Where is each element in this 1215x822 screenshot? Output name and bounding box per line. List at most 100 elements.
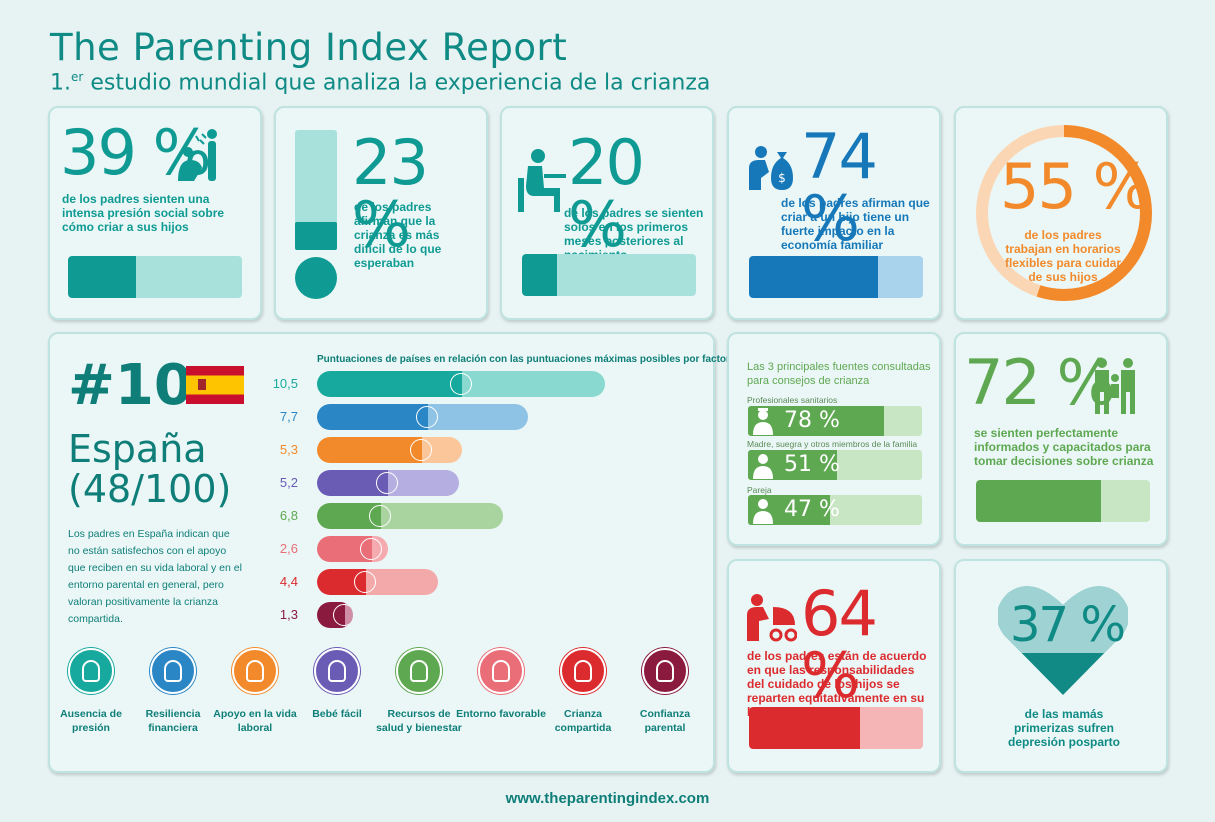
chart-bar bbox=[317, 536, 389, 562]
stat-bar-fill bbox=[522, 254, 557, 296]
factor-label: Confianza parental bbox=[639, 708, 691, 734]
factor-icon-glyph bbox=[656, 660, 674, 682]
chart-bar-icon bbox=[360, 538, 383, 560]
page-subtitle: 1.er estudio mundial que analiza la expe… bbox=[50, 70, 711, 96]
spain-flag-icon bbox=[186, 366, 244, 408]
stroller-icon bbox=[745, 593, 798, 647]
stat-value: 72 % bbox=[964, 346, 1116, 419]
source-label: Pareja bbox=[747, 485, 772, 495]
chart-value-label: 1,3 bbox=[279, 607, 298, 622]
factor-label: Crianza compartida bbox=[554, 708, 612, 734]
family-member-icon bbox=[752, 452, 774, 483]
factor-icon bbox=[314, 648, 360, 694]
exclamation-icon bbox=[294, 130, 340, 304]
factor-icon-glyph bbox=[164, 660, 182, 682]
chart-bar-fill bbox=[317, 371, 463, 397]
chart-bar bbox=[317, 404, 528, 430]
chart-bar bbox=[317, 371, 605, 397]
stat-bar bbox=[976, 480, 1150, 522]
heart-icon bbox=[998, 583, 1128, 701]
stat-card-economy: $ 74 % de los padres afirman que criar a… bbox=[727, 106, 941, 320]
stat-bar-fill bbox=[749, 707, 861, 749]
chart-bar-fill bbox=[317, 404, 428, 430]
country-name: España bbox=[68, 427, 207, 471]
chart-value-label: 10,5 bbox=[272, 376, 298, 391]
source-label: Madre, suegra y otros miembros de la fam… bbox=[747, 439, 918, 449]
stat-card-informed: 72 % se sienten perfectamente informados… bbox=[954, 332, 1168, 546]
money-bag-icon: $ bbox=[747, 142, 795, 196]
stat-card-shared: 64 % de los padres están de acuerdo en q… bbox=[727, 559, 941, 773]
factor-icon bbox=[396, 648, 442, 694]
source-label: Profesionales sanitarios bbox=[747, 395, 838, 405]
factor-label: Recursos de salud y bienestar bbox=[376, 708, 462, 734]
partner-icon bbox=[752, 497, 774, 528]
factor-icon bbox=[232, 648, 278, 694]
chart-bar-icon bbox=[333, 604, 353, 626]
family-icon bbox=[1090, 356, 1140, 420]
flexible-hours-ring bbox=[974, 118, 1154, 312]
chart-value-label: 5,2 bbox=[279, 475, 298, 490]
factor-icon-glyph bbox=[492, 660, 510, 682]
sources-title: Las 3 principales fuentes consultadas pa… bbox=[747, 361, 931, 387]
stat-text: de las mamás primerizas sufren depresión… bbox=[1007, 707, 1120, 749]
country-description: Los padres en España indican que no está… bbox=[68, 528, 242, 625]
chart-value-label: 7,7 bbox=[279, 409, 298, 424]
factor-icon bbox=[560, 648, 606, 694]
chart-value-label: 4,4 bbox=[279, 574, 298, 589]
factor-icon bbox=[68, 648, 114, 694]
stat-text: se sienten perfectamente informados y ca… bbox=[974, 426, 1154, 468]
stat-bar bbox=[749, 256, 923, 298]
stat-text: de los padres afirman que la crianza es … bbox=[354, 200, 442, 270]
chart-bar-fill bbox=[317, 437, 422, 463]
chart-value-label: 5,3 bbox=[279, 442, 298, 457]
stat-value: 55 % bbox=[1000, 150, 1152, 223]
stat-bar-fill bbox=[68, 256, 136, 298]
chart-bar-icon bbox=[354, 571, 377, 593]
factor-icon-glyph bbox=[574, 660, 592, 682]
factor-label: Resiliencia financiera bbox=[145, 708, 201, 734]
stat-value: 20 % bbox=[568, 126, 645, 261]
stat-value: 64 % bbox=[801, 577, 878, 712]
factor-label: Apoyo en la vida laboral bbox=[213, 708, 297, 734]
nurse-icon bbox=[752, 408, 774, 439]
factor-icon-glyph bbox=[246, 660, 264, 682]
page-title: The Parenting Index Report bbox=[50, 26, 568, 69]
chart-bar bbox=[317, 602, 353, 628]
chart-bar bbox=[317, 437, 463, 463]
chart-bar bbox=[317, 569, 438, 595]
source-bar bbox=[748, 406, 922, 436]
stat-bar bbox=[749, 707, 923, 749]
stat-text: de los padres están de acuerdo en que la… bbox=[747, 649, 927, 719]
stat-value: 23 % bbox=[352, 126, 429, 261]
footer-url[interactable]: www.theparentingindex.com bbox=[505, 790, 710, 807]
lonely-parent-icon bbox=[518, 148, 566, 218]
pressure-icon bbox=[172, 126, 224, 188]
stat-text: de los padres afirman que criar a un hij… bbox=[781, 196, 930, 252]
source-value: 51 % bbox=[784, 452, 840, 477]
factor-icon bbox=[150, 648, 196, 694]
stat-bar bbox=[522, 254, 696, 296]
chart-bar-icon bbox=[415, 406, 438, 428]
factor-icon bbox=[478, 648, 524, 694]
factor-icon-glyph bbox=[82, 660, 100, 682]
stat-value: 74 % bbox=[801, 120, 878, 255]
factor-label: Ausencia de presión bbox=[60, 708, 122, 734]
chart-title: Puntuaciones de países en relación con l… bbox=[317, 354, 730, 365]
chart-bar-icon bbox=[376, 472, 399, 494]
chart-bar-icon bbox=[450, 373, 473, 395]
chart-bar-icon bbox=[409, 439, 432, 461]
factor-icon-glyph bbox=[410, 660, 428, 682]
stat-bar bbox=[68, 256, 242, 298]
stat-card-depression: 37 % de las mamás primerizas sufren depr… bbox=[954, 559, 1168, 773]
chart-bar bbox=[317, 503, 504, 529]
stat-card-pressure: 39 % de los padres sienten una intensa p… bbox=[48, 106, 262, 320]
factor-icon bbox=[642, 648, 688, 694]
stat-text: de los padres sienten una intensa presió… bbox=[62, 192, 225, 234]
factor-label: Entorno favorable bbox=[456, 708, 546, 720]
stat-value: 37 % bbox=[1010, 597, 1126, 653]
source-value: 78 % bbox=[784, 408, 840, 433]
chart-bar-icon bbox=[369, 505, 392, 527]
country-score: (48/100) bbox=[68, 467, 232, 511]
chart-bar bbox=[317, 470, 460, 496]
stat-card-lonely: 20 % de los padres se sienten solos en l… bbox=[500, 106, 714, 320]
